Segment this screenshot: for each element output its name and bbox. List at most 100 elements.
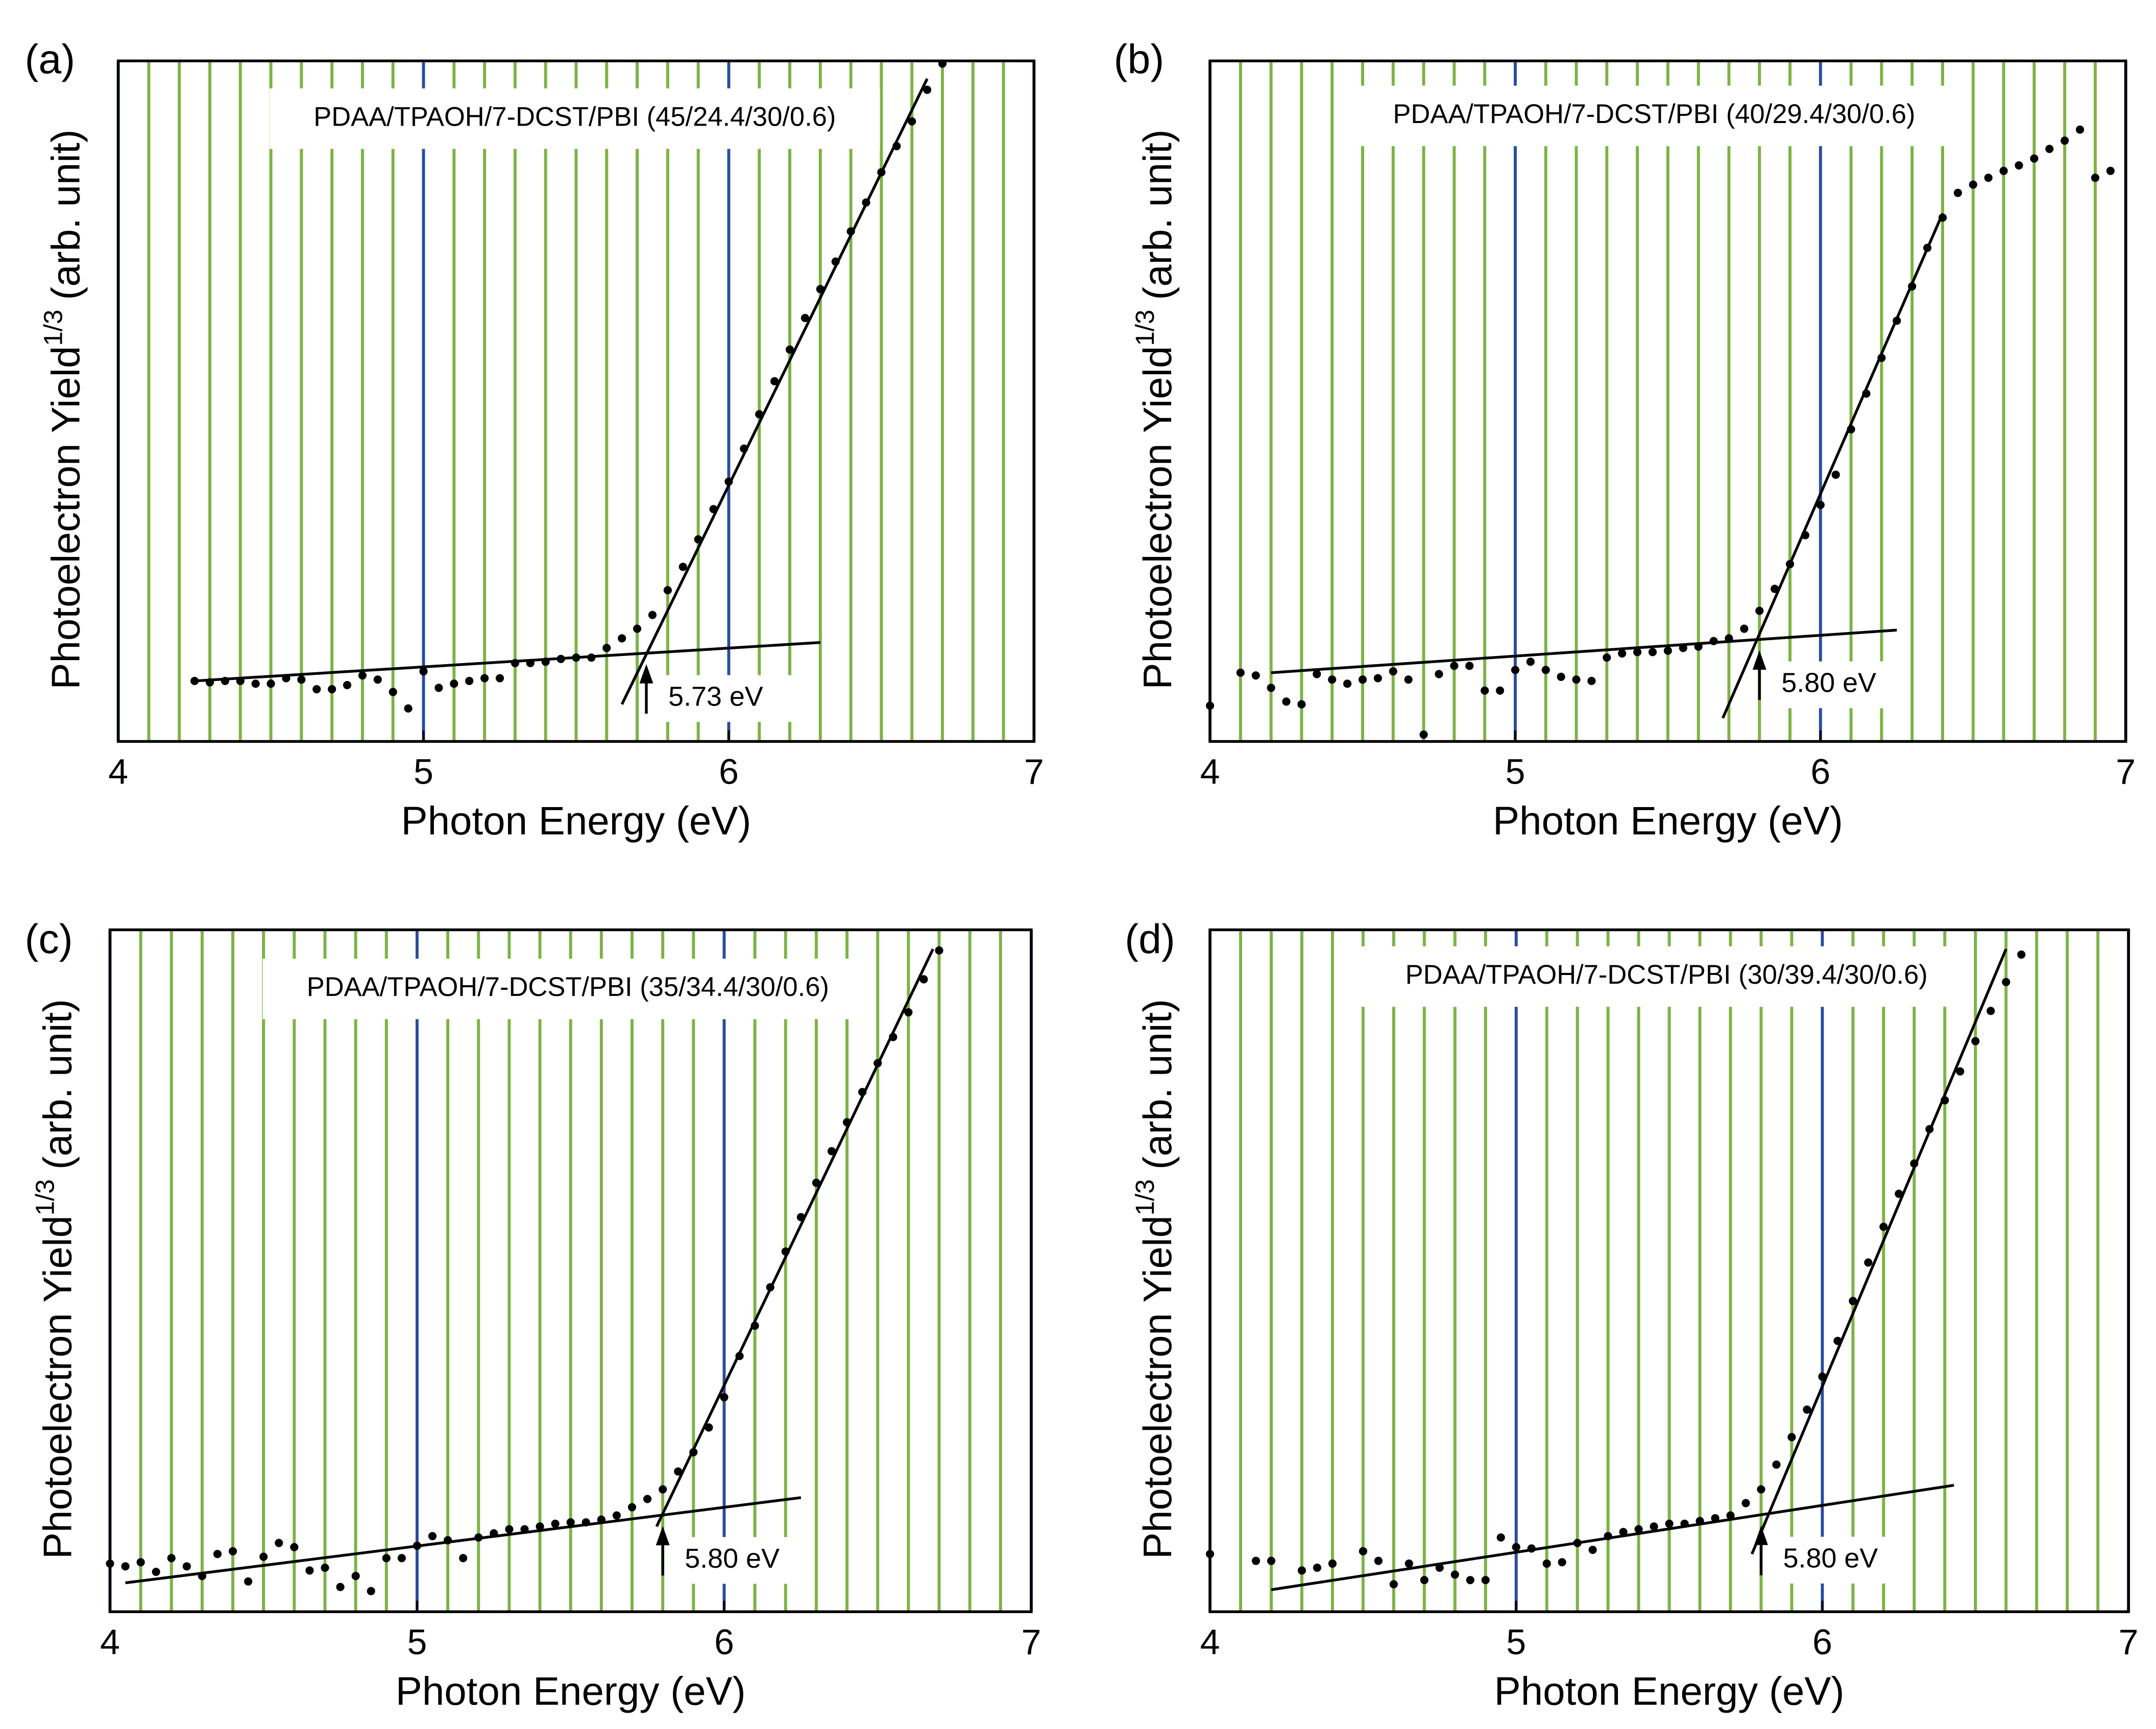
y-axis-label-superscript: 1/3 — [30, 1179, 59, 1215]
data-point — [766, 1283, 774, 1292]
data-point — [495, 674, 504, 683]
data-point — [1816, 501, 1825, 509]
data-point — [889, 1033, 898, 1041]
data-point — [121, 1562, 130, 1571]
plot-frame — [108, 928, 1033, 1613]
data-point — [536, 1522, 544, 1531]
data-point — [167, 1554, 176, 1563]
data-point — [336, 1582, 345, 1591]
data-point — [1648, 648, 1657, 656]
data-point — [2017, 950, 2026, 959]
data-point — [1923, 243, 1932, 252]
data-point — [1573, 1539, 1582, 1547]
data-point — [1465, 662, 1474, 670]
data-point — [1588, 1546, 1597, 1554]
panel-label: (a) — [25, 36, 75, 82]
data-point — [801, 313, 809, 323]
data-point — [705, 1423, 713, 1432]
data-point — [1419, 730, 1428, 739]
data-point — [198, 1572, 206, 1580]
data-point — [2106, 166, 2115, 175]
data-point — [1711, 1514, 1719, 1523]
plot-frame — [1208, 59, 2127, 743]
annotation-arrowhead — [656, 1526, 670, 1546]
data-point — [1665, 1519, 1674, 1528]
x-tick-label: 7 — [1021, 1622, 1041, 1662]
data-point — [205, 678, 214, 687]
data-point — [1895, 1189, 1903, 1198]
data-point — [1908, 282, 1917, 291]
annotation-box — [660, 675, 792, 722]
data-point — [1910, 1159, 1919, 1168]
fit-line — [194, 641, 820, 683]
data-point — [1956, 1067, 1965, 1076]
data-point — [877, 168, 886, 177]
data-point — [735, 1352, 744, 1360]
data-point — [382, 1554, 391, 1563]
data-point — [694, 535, 702, 544]
data-point — [679, 563, 687, 571]
data-point — [1481, 1576, 1490, 1585]
data-point — [312, 685, 321, 694]
data-point — [2045, 144, 2054, 153]
data-point — [434, 684, 443, 692]
data-point — [1374, 1556, 1383, 1565]
data-point — [228, 1547, 237, 1555]
data-point — [720, 1393, 729, 1402]
data-point — [505, 1525, 514, 1533]
x-tick-label: 7 — [2119, 1622, 2139, 1662]
data-point — [1603, 653, 1611, 662]
data-point — [1526, 657, 1535, 666]
data-point — [1450, 1570, 1459, 1579]
y-axis-label-main: Photoelectron Yield — [43, 346, 88, 690]
data-point — [1849, 1297, 1857, 1305]
data-point — [244, 1577, 253, 1586]
data-point — [444, 1536, 452, 1545]
data-point — [1634, 1525, 1643, 1533]
y-axis-label-suffix: (arb. unit) — [1135, 999, 1180, 1170]
annotation-box — [1775, 1537, 1907, 1584]
data-point — [1695, 1517, 1704, 1525]
x-tick-label: 6 — [1810, 752, 1830, 792]
data-point — [2015, 161, 2023, 170]
data-point — [1771, 585, 1779, 593]
x-axis-label: Photon Energy (eV) — [401, 798, 752, 843]
data-point — [1831, 470, 1840, 479]
data-point — [1267, 684, 1275, 692]
data-point — [236, 676, 245, 686]
data-point — [1803, 1405, 1811, 1414]
data-point — [1772, 1460, 1781, 1469]
data-point — [389, 688, 397, 696]
data-point — [908, 117, 916, 126]
data-point — [1251, 671, 1260, 680]
y-axis-label-superscript: 1/3 — [38, 310, 67, 346]
data-point — [1481, 686, 1489, 695]
data-point — [750, 1322, 759, 1330]
data-point — [1818, 1372, 1827, 1381]
data-point — [1619, 1527, 1628, 1537]
x-axis-label: Photon Energy (eV) — [1494, 1668, 1845, 1713]
annotation-arrowhead — [1754, 1525, 1768, 1545]
data-point — [923, 85, 932, 94]
data-point — [490, 1529, 498, 1538]
data-point — [846, 227, 855, 236]
data-point — [1541, 666, 1550, 674]
sample-title: PDAA/TPAOH/7-DCST/PBI (30/39.4/30/0.6) — [1406, 960, 1928, 990]
data-point — [1650, 1522, 1658, 1531]
data-point — [1969, 180, 1977, 189]
data-point — [1343, 679, 1352, 688]
data-point — [904, 1008, 913, 1017]
data-point — [1680, 1519, 1689, 1528]
data-point — [1726, 1511, 1735, 1520]
data-point — [862, 198, 870, 207]
annotation-label: 5.73 eV — [668, 681, 763, 712]
data-point — [1785, 559, 1795, 569]
data-point — [259, 1552, 268, 1561]
data-point — [831, 257, 840, 266]
data-point — [572, 653, 580, 662]
data-point — [182, 1562, 191, 1571]
data-point — [2030, 154, 2039, 163]
data-point — [627, 1503, 637, 1512]
data-point — [1877, 353, 1886, 362]
